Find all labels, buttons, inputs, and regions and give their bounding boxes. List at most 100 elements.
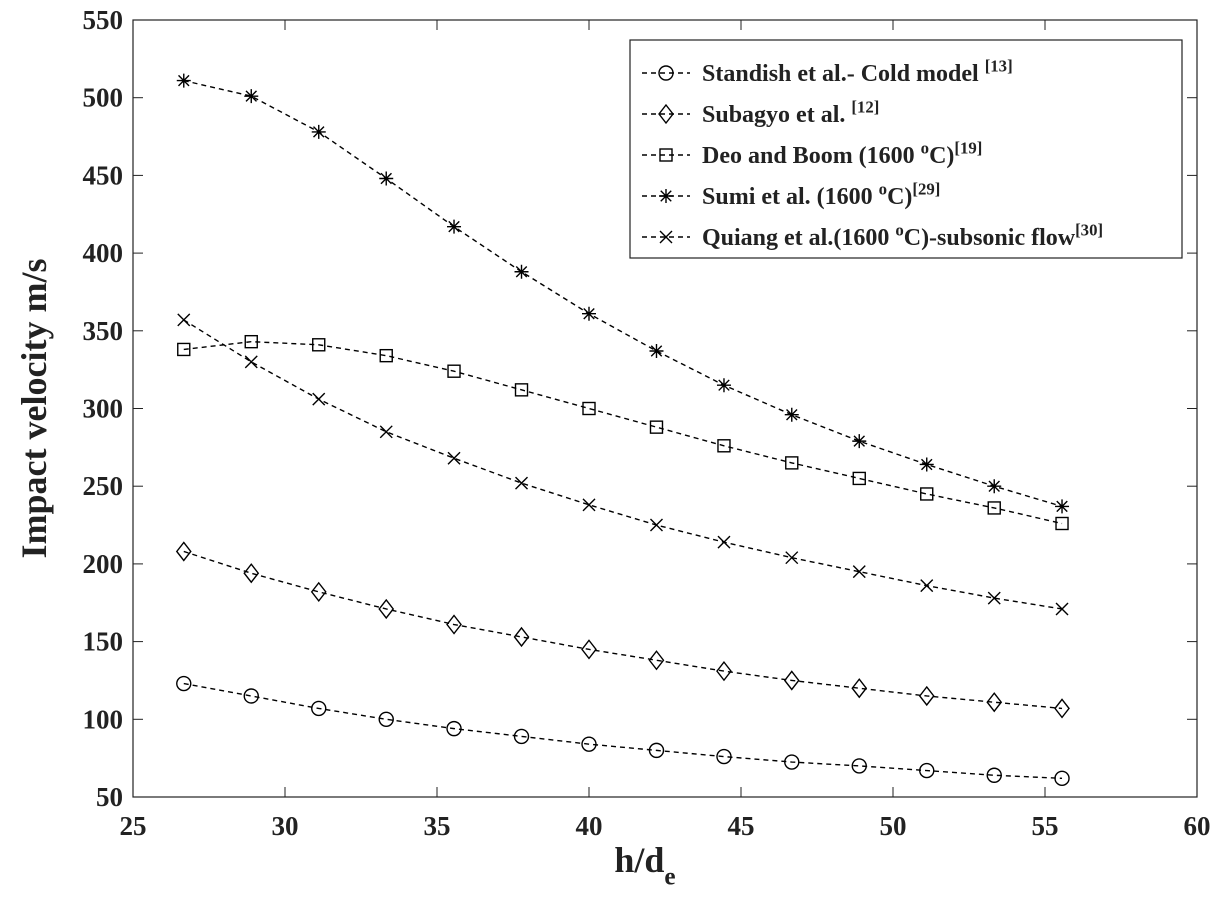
data-point bbox=[513, 626, 530, 648]
data-point bbox=[649, 518, 663, 532]
data-point bbox=[851, 758, 867, 774]
legend-marker bbox=[659, 189, 673, 203]
superscript: [12] bbox=[851, 97, 879, 116]
x-axis-label: h/de bbox=[614, 840, 675, 891]
y-tick-label: 550 bbox=[83, 5, 124, 35]
legend-marker bbox=[658, 65, 674, 81]
superscript: [13] bbox=[985, 56, 1013, 75]
data-point bbox=[920, 579, 934, 593]
data-point bbox=[716, 660, 732, 682]
data-point bbox=[716, 378, 731, 393]
x-tick-label: 40 bbox=[576, 811, 603, 841]
x-tick-label: 25 bbox=[120, 811, 147, 841]
data-point bbox=[581, 736, 597, 752]
legend-label: Subagyo et al. [12]​ bbox=[702, 97, 879, 128]
data-point bbox=[311, 700, 327, 717]
text-part: Quiang et al.(1600 bbox=[702, 225, 895, 251]
data-point bbox=[919, 457, 934, 472]
data-point bbox=[852, 471, 866, 486]
legend-label: Standish et al.- Cold model [13]​ bbox=[702, 56, 1013, 87]
data-point bbox=[1055, 499, 1070, 514]
y-tick-label: 300 bbox=[83, 394, 124, 424]
x-tick-label: 45 bbox=[728, 811, 755, 841]
superscript: [30] bbox=[1075, 220, 1103, 239]
text-part: C) bbox=[929, 143, 954, 169]
legend-box bbox=[629, 39, 1183, 259]
x-tick-label: 55 bbox=[1032, 811, 1059, 841]
data-point bbox=[987, 501, 1001, 515]
legend-label: Quiang et al.(1600 o​C)-subsonic flow[30… bbox=[702, 220, 1103, 251]
data-point bbox=[514, 383, 529, 397]
legend-marker bbox=[659, 148, 673, 162]
data-point bbox=[649, 344, 664, 359]
data-point bbox=[582, 306, 596, 321]
text-part: Deo and Boom (1600 bbox=[702, 143, 921, 169]
x-tick-label: 60 bbox=[1184, 811, 1211, 841]
y-axis-label: Impact velocity m/s bbox=[14, 259, 54, 559]
data-point bbox=[312, 392, 326, 406]
y-tick-label: 100 bbox=[83, 704, 124, 734]
series-line bbox=[183, 319, 1063, 610]
data-point bbox=[379, 425, 393, 439]
data-point bbox=[513, 728, 530, 745]
text-part: Sumi et al. (1600 bbox=[702, 184, 879, 210]
data-point bbox=[784, 407, 799, 422]
data-point bbox=[784, 754, 800, 770]
y-tick-label: 250 bbox=[83, 471, 124, 501]
text-part: Standish et al.- Cold model bbox=[702, 61, 985, 87]
y-tick-label: 450 bbox=[83, 160, 124, 190]
legend-label: Deo and Boom (1600 o​C)[19]​ bbox=[702, 138, 982, 169]
data-point bbox=[717, 439, 731, 453]
data-point bbox=[582, 498, 596, 512]
data-point bbox=[986, 767, 1002, 783]
data-point bbox=[176, 73, 191, 88]
y-tick-label: 500 bbox=[83, 83, 124, 113]
plot-frame bbox=[132, 19, 1198, 798]
data-point bbox=[379, 348, 393, 363]
data-point bbox=[515, 476, 529, 490]
data-point bbox=[447, 451, 461, 465]
data-point bbox=[244, 89, 259, 104]
data-point bbox=[447, 364, 461, 378]
y-tick-label: 150 bbox=[83, 627, 124, 657]
data-point bbox=[783, 670, 800, 691]
data-point bbox=[177, 313, 191, 327]
y-tick-label: 350 bbox=[83, 316, 124, 346]
y-tick-label: 200 bbox=[83, 549, 124, 579]
series-line bbox=[183, 79, 1063, 508]
text-part: Subagyo et al. bbox=[702, 102, 851, 128]
data-point bbox=[446, 614, 462, 635]
subscript: e bbox=[664, 864, 675, 891]
data-point bbox=[244, 334, 258, 349]
data-point bbox=[716, 748, 732, 765]
data-point bbox=[987, 479, 1002, 494]
data-point bbox=[920, 487, 934, 501]
data-point bbox=[379, 171, 394, 186]
data-point bbox=[1055, 602, 1069, 616]
data-point bbox=[243, 563, 260, 584]
data-point bbox=[1055, 516, 1069, 531]
series-line bbox=[183, 682, 1063, 780]
data-point bbox=[785, 456, 799, 470]
data-point bbox=[378, 598, 395, 620]
x-tick-label: 35 bbox=[424, 811, 451, 841]
data-point bbox=[918, 685, 935, 707]
data-point bbox=[649, 420, 664, 434]
data-point bbox=[581, 639, 597, 660]
x-tick-label: 30 bbox=[272, 811, 299, 841]
data-point bbox=[648, 742, 665, 759]
text-part: h/d bbox=[614, 840, 664, 880]
legend-label: Sumi et al. (1600 o​C)[29]​ bbox=[702, 179, 940, 210]
superscript: o bbox=[895, 220, 903, 239]
data-point bbox=[852, 434, 867, 449]
data-point bbox=[1054, 770, 1070, 787]
superscript: [19] bbox=[954, 138, 982, 157]
superscript: o bbox=[921, 138, 929, 157]
superscript: o bbox=[879, 179, 887, 198]
data-point bbox=[175, 541, 192, 562]
series-line bbox=[183, 550, 1063, 710]
legend-marker bbox=[659, 230, 673, 244]
data-point bbox=[717, 535, 731, 549]
